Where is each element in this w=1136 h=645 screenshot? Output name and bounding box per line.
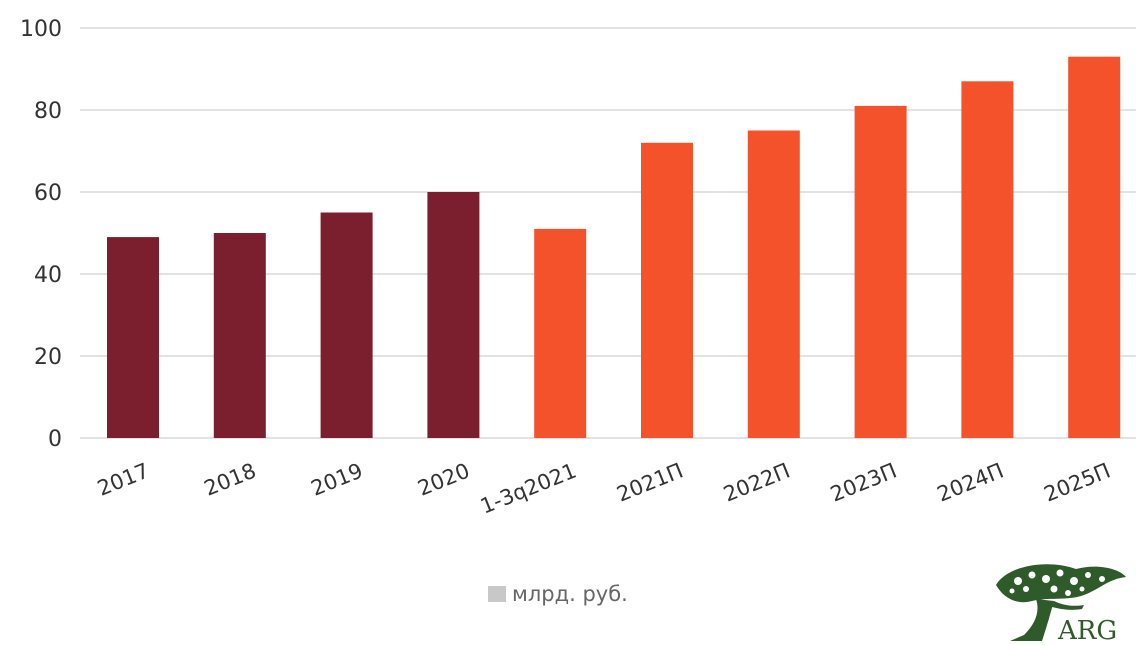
- bar-2021П: [641, 142, 693, 439]
- x-tick-label: 2022П: [720, 458, 793, 506]
- bar-2019: [320, 212, 373, 438]
- x-tick-label: 2018: [201, 458, 260, 500]
- bar-1-3q2021: [534, 228, 587, 438]
- x-tick-label: 1-3q2021: [477, 458, 580, 518]
- bar-2025П: [1068, 56, 1121, 438]
- y-tick-label: 40: [34, 263, 62, 288]
- y-tick-label: 0: [48, 427, 62, 452]
- bar-2022П: [747, 130, 800, 438]
- x-axis-labels: 2017 2018 2019 2020 1-3q2021 2021П 2022П 2023П 2…: [94, 458, 1114, 518]
- bar-2018: [213, 233, 266, 438]
- legend: млрд. руб.: [488, 582, 628, 606]
- x-tick-label: 2024П: [934, 458, 1007, 506]
- x-tick-label: 2020: [414, 458, 473, 500]
- y-tick-label: 60: [34, 181, 62, 206]
- bar-2024П: [961, 81, 1014, 439]
- x-tick-label: 2019: [308, 458, 367, 500]
- bar-2020: [427, 192, 480, 438]
- x-tick-label: 2021П: [613, 458, 686, 506]
- arg-tree-logo: ARG: [996, 564, 1126, 643]
- y-axis-ticks: 0 20 40 60 80 100: [20, 17, 62, 452]
- bar-chart: 0 20 40 60 80 100 2017 2018 2019 2020 1-3q2021 202…: [20, 17, 1136, 519]
- x-tick-label: 2025П: [1041, 458, 1114, 506]
- y-tick-label: 20: [34, 345, 62, 370]
- bar-2017: [107, 237, 159, 438]
- bars: [107, 56, 1121, 439]
- legend-label: млрд. руб.: [512, 582, 628, 606]
- legend-swatch: [488, 586, 506, 602]
- y-tick-label: 80: [34, 99, 62, 124]
- bar-2023П: [854, 105, 907, 439]
- x-tick-label: 2023П: [827, 458, 900, 506]
- logo-text: ARG: [1057, 616, 1117, 643]
- x-tick-label: 2017: [94, 458, 153, 500]
- y-tick-label: 100: [20, 17, 62, 42]
